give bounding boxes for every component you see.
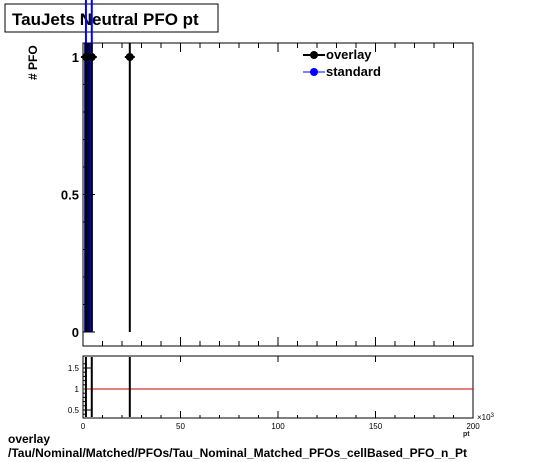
y-axis-label: # PFO	[26, 45, 40, 80]
x-axis-exponent-power: 3	[491, 413, 495, 419]
footer-line-1: overlay	[8, 432, 51, 446]
legend-standard-marker	[310, 68, 318, 76]
series-standard	[82, 0, 96, 332]
y-tick-label: 1	[72, 50, 79, 65]
x-axis-exponent-base: ×10	[477, 413, 491, 422]
x-tick-label: 200	[466, 422, 480, 431]
main-plot-layer: 00.51	[61, 0, 474, 346]
ratio-y-tick-label: 1.5	[68, 364, 80, 373]
y-tick-label: 0.5	[61, 188, 79, 203]
legend: overlay standard	[303, 47, 381, 79]
y-tick-label: 0	[72, 325, 79, 340]
legend-overlay-marker	[310, 51, 318, 59]
series-overlay	[80, 43, 135, 332]
footer-line-2: /Tau/Nominal/Matched/PFOs/Tau_Nominal_Ma…	[8, 446, 468, 460]
x-tick-label: 50	[176, 422, 185, 431]
ratio-y-tick-label: 1	[75, 385, 80, 394]
x-tick-label: 100	[271, 422, 285, 431]
legend-standard-label: standard	[326, 64, 381, 79]
title-box: TauJets Neutral PFO pt	[4, 3, 219, 33]
standard-fill-band	[84, 43, 91, 332]
chart-title: TauJets Neutral PFO pt	[12, 10, 199, 29]
ratio-plot-layer: 0 50 100 150 200 0.5 1 1.5	[68, 356, 480, 431]
ratio-y-tick-label: 0.5	[68, 406, 80, 415]
x-axis-exponent: ×103	[477, 413, 495, 422]
x-tick-label: 0	[81, 422, 86, 431]
legend-overlay-label: overlay	[326, 47, 372, 62]
ratio-plot-frame	[82, 355, 474, 419]
x-tick-label: 150	[369, 422, 383, 431]
main-plot-frame	[82, 42, 474, 347]
x-axis-label: pt	[463, 431, 470, 438]
